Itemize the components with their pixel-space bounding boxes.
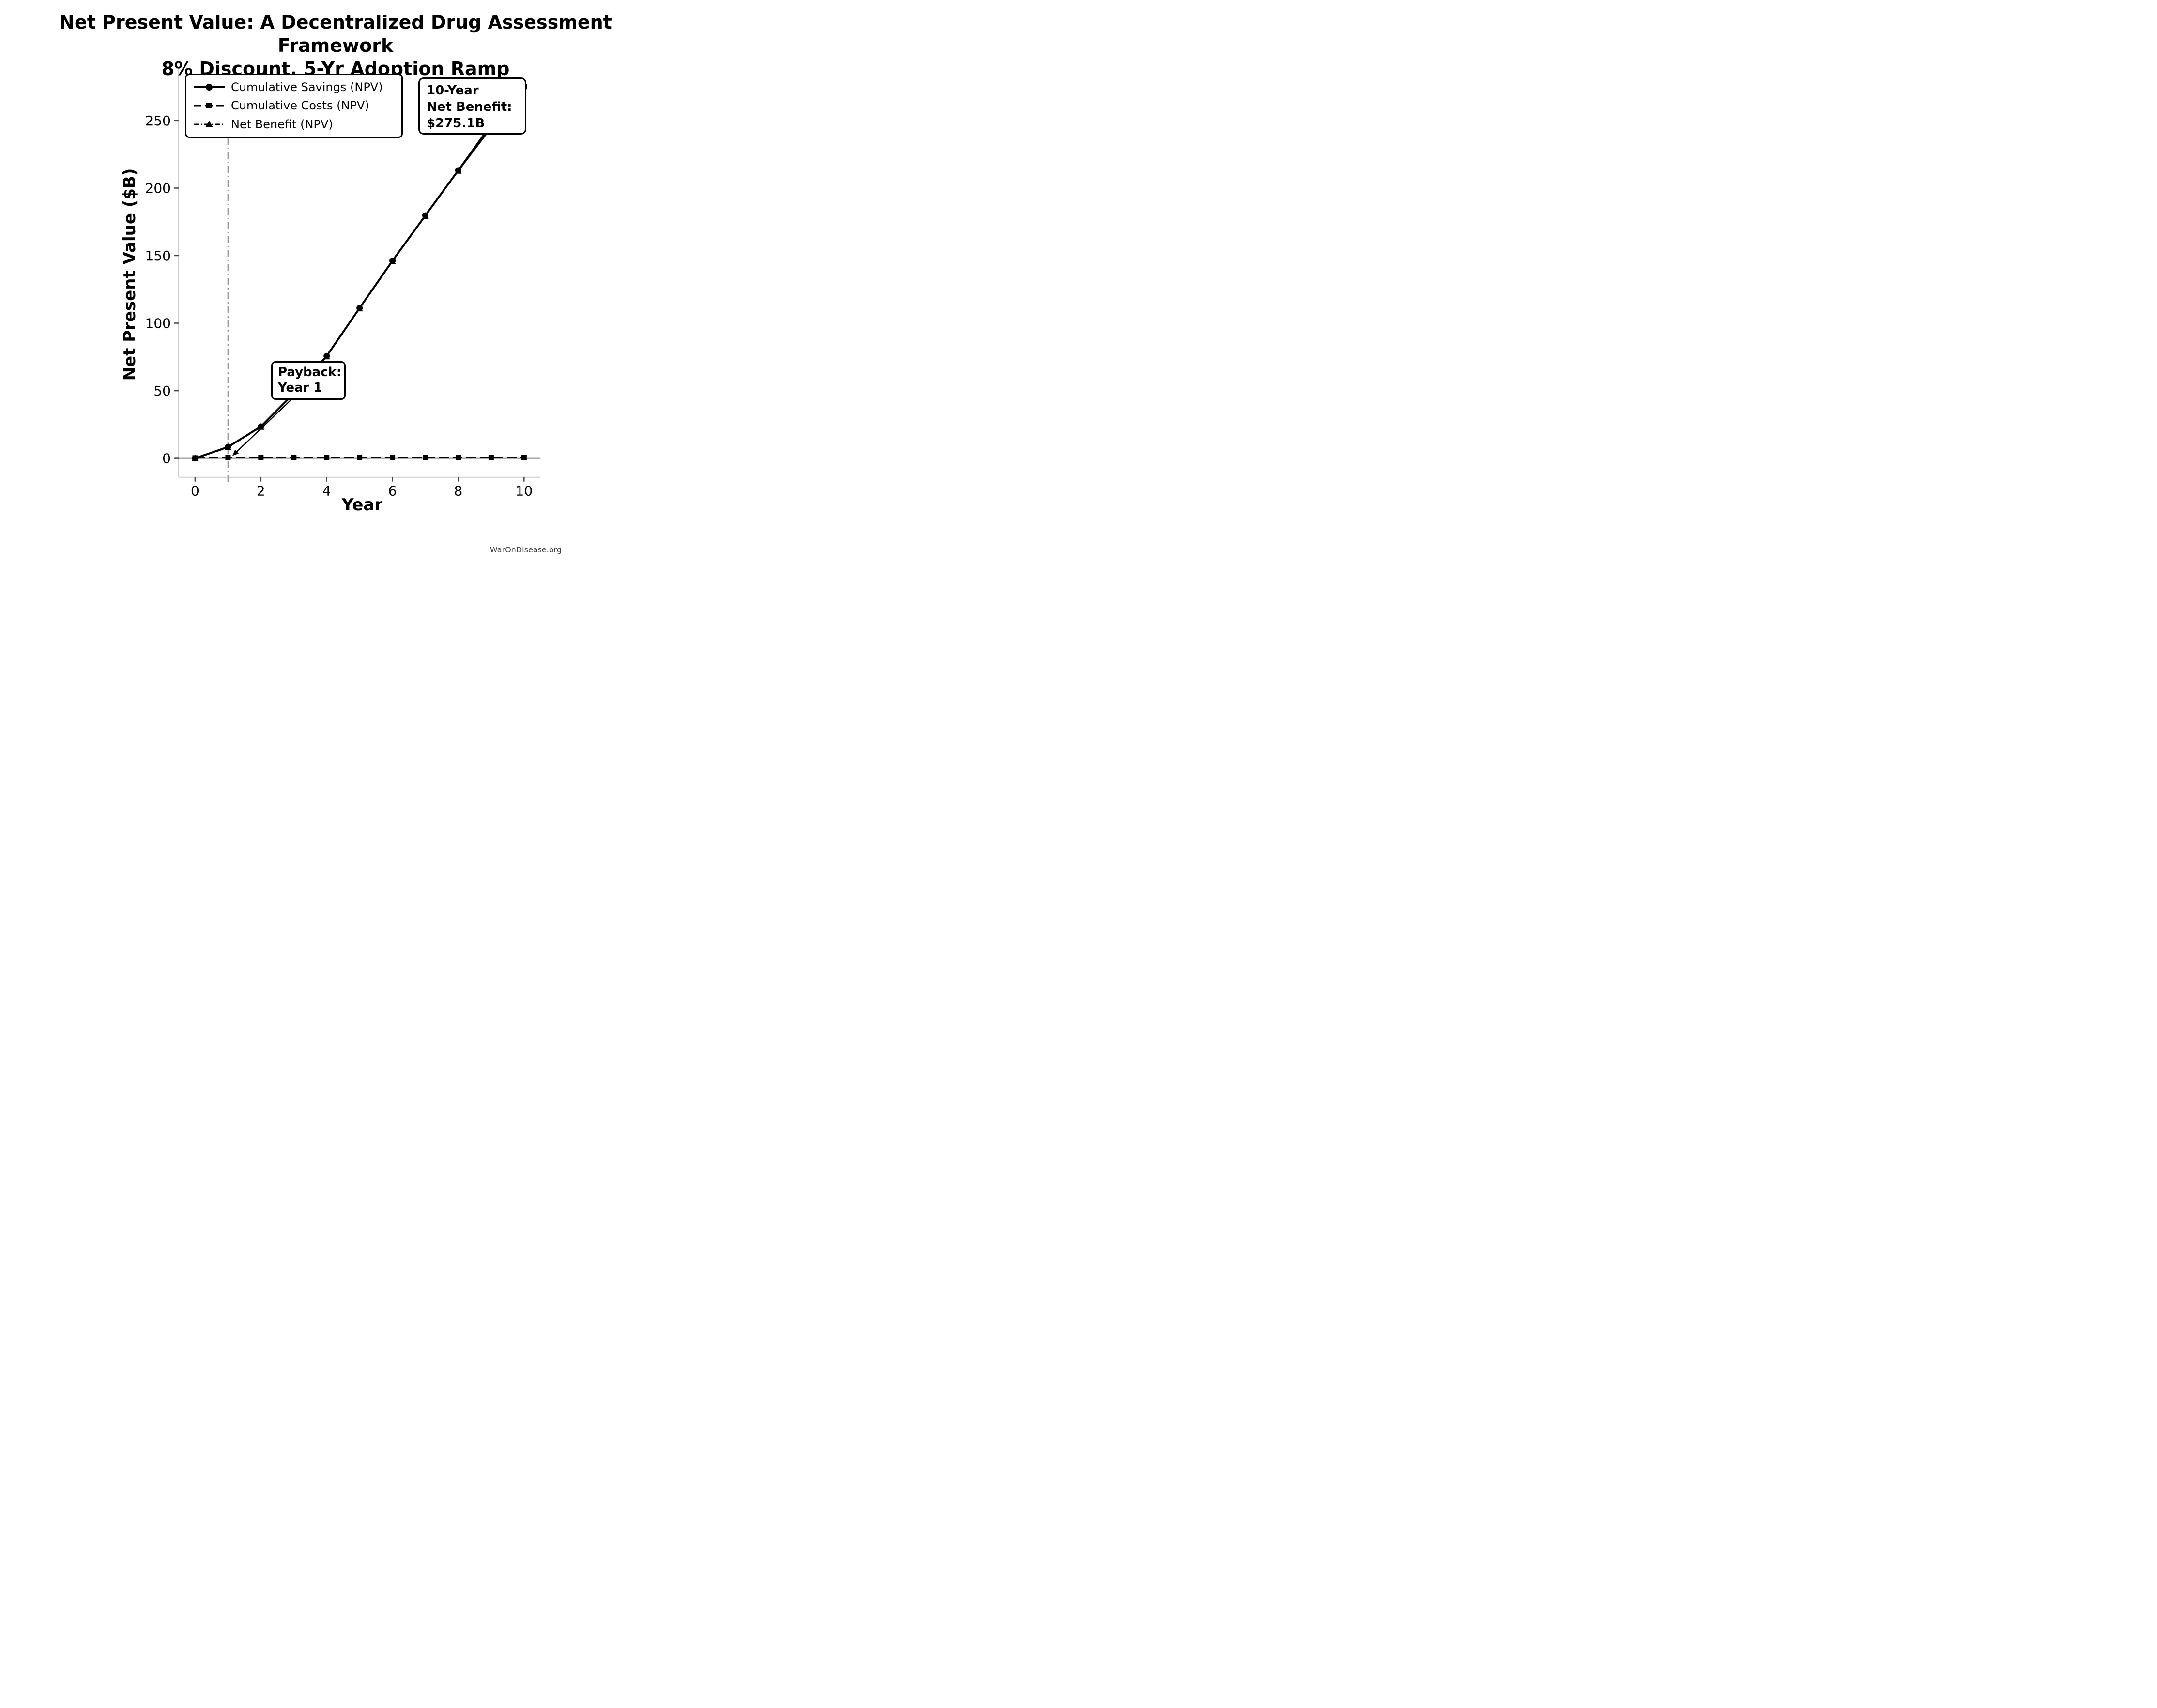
y-tick-label: 100 [145,316,171,332]
x-tick-label: 0 [191,483,199,499]
marker-square [291,455,297,460]
series-line-circle [195,85,525,459]
annotation-payback: Payback: Year 1 [271,361,346,400]
marker-square [225,455,231,461]
marker-square [455,455,461,460]
annotation-10-year-line2: Net Benefit: [427,100,512,114]
marker-circle [258,423,264,430]
x-tick-label: 10 [516,483,533,499]
marker-circle [389,258,396,264]
marker-square [390,455,396,460]
legend-item-costs: Cumulative Costs (NPV) [193,99,397,112]
x-tick-label: 4 [322,483,331,499]
x-tick-label: 2 [257,483,265,499]
legend: Cumulative Savings (NPV) Cumulative Cost… [185,74,403,138]
x-tick-label: 8 [454,483,463,499]
x-axis-label: Year [341,495,383,515]
annotation-payback-line1: Payback: [278,365,342,380]
legend-item-net-benefit: Net Benefit (NPV) [193,118,397,131]
legend-label-savings: Cumulative Savings (NPV) [231,80,383,94]
legend-dashdot-line-triangle-marker-icon [194,120,225,127]
x-tick-label: 6 [388,483,397,499]
payback-leader-line [236,399,291,452]
y-axis-label: Net Present Value ($B) [120,168,139,381]
annotation-payback-line2: Year 1 [278,381,322,395]
series-line-triangle [195,86,525,459]
y-tick-label: 50 [153,383,171,399]
y-tick-label: 250 [145,113,171,129]
net-benefit-leader-line [443,134,485,191]
marker-square [521,455,527,460]
watermark: WarOnDisease.org [490,545,562,554]
legend-item-savings: Cumulative Savings (NPV) [193,80,397,94]
y-tick-label: 0 [162,451,171,467]
legend-solid-line-circle-marker-icon [194,84,225,91]
legend-dashed-line-square-marker-icon [194,103,225,109]
annotation-10-year-net-benefit: 10-Year Net Benefit: $275.1B [418,77,526,135]
marker-circle [225,443,231,450]
chart-title-line1: Net Present Value: A Decentralized Drug … [59,12,612,56]
annotation-10-year-line3: $275.1B [427,116,485,131]
marker-square [258,455,264,460]
marker-circle [192,455,199,462]
marker-circle [323,352,330,359]
figure: 0 2 4 6 8 10 0 50 100 150 200 250 Net Present Value… [0,0,719,569]
y-tick-label: 150 [145,248,171,264]
chart-title: Net Present Value: A Decentralized Drug … [0,11,671,80]
marker-square [423,455,428,460]
legend-label-costs: Cumulative Costs (NPV) [231,99,369,113]
marker-square [357,455,363,460]
marker-circle [422,212,429,219]
annotation-10-year-line1: 10-Year [427,83,479,98]
payback-leader-line-arrowhead [232,449,239,456]
legend-label-net-benefit: Net Benefit (NPV) [231,117,333,131]
y-tick-label: 200 [145,180,171,196]
marker-square [324,455,330,460]
marker-square [488,455,494,460]
marker-circle [356,305,363,311]
